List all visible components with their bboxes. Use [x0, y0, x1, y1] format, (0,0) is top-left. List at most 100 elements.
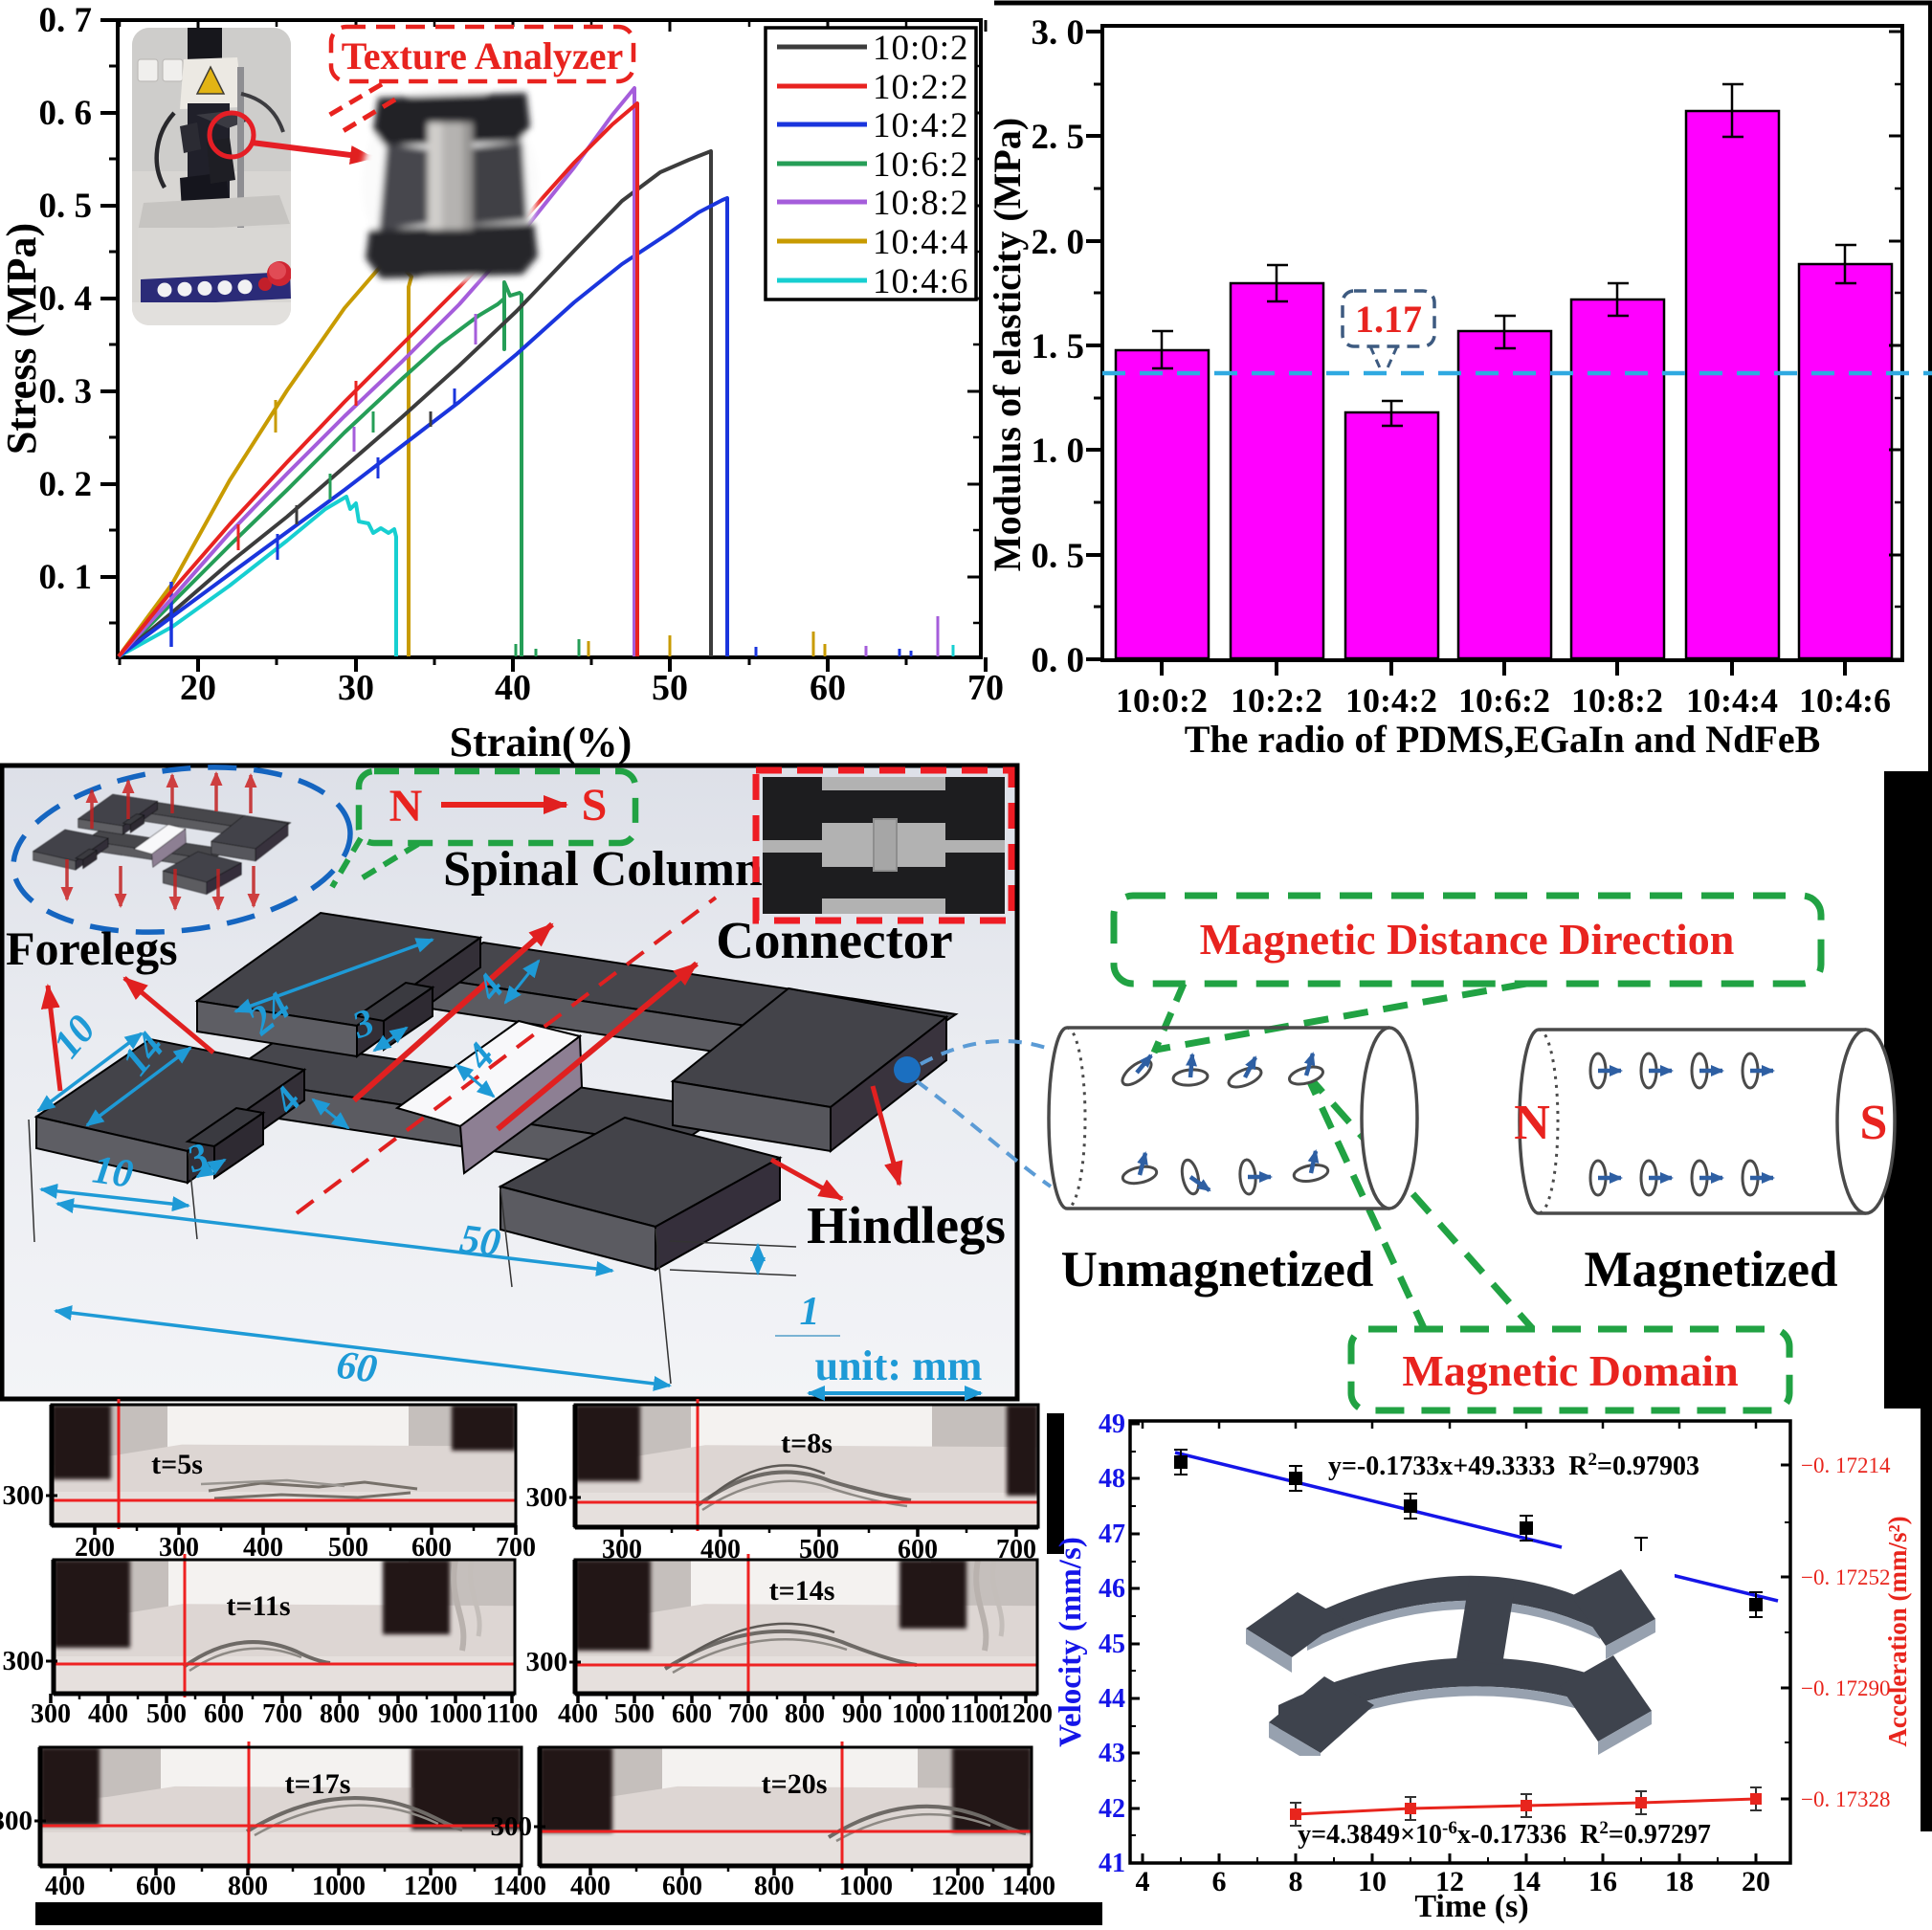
- svg-text:1100: 1100: [950, 1699, 1002, 1729]
- svg-text:Magnetic Distance Direction: Magnetic Distance Direction: [1200, 915, 1735, 964]
- svg-text:0. 2: 0. 2: [39, 465, 93, 504]
- svg-text:500: 500: [328, 1533, 368, 1563]
- svg-text:6: 6: [1212, 1866, 1227, 1897]
- svg-text:700: 700: [262, 1699, 302, 1729]
- svg-text:400: 400: [570, 1872, 611, 1901]
- svg-text:1400: 1400: [493, 1872, 546, 1901]
- svg-text:400: 400: [558, 1699, 598, 1729]
- svg-text:8: 8: [1289, 1866, 1303, 1897]
- svg-text:800: 800: [320, 1699, 360, 1729]
- svg-text:t=14s: t=14s: [769, 1575, 835, 1607]
- svg-text:800: 800: [785, 1699, 825, 1729]
- svg-text:Time (s): Time (s): [1414, 1889, 1528, 1924]
- svg-text:600: 600: [662, 1872, 702, 1901]
- svg-text:Spinal Column: Spinal Column: [443, 842, 763, 897]
- svg-text:500: 500: [614, 1699, 655, 1729]
- svg-text:t=5s: t=5s: [151, 1449, 203, 1480]
- svg-text:50: 50: [652, 668, 688, 708]
- svg-text:−0. 17214: −0. 17214: [1801, 1453, 1891, 1477]
- svg-text:44: 44: [1099, 1684, 1125, 1714]
- svg-text:18: 18: [1665, 1866, 1694, 1897]
- svg-text:10:4:6: 10:4:6: [1799, 681, 1891, 720]
- svg-text:10:4:2: 10:4:2: [1345, 681, 1437, 720]
- svg-text:1000: 1000: [312, 1872, 366, 1901]
- svg-text:y=-0.1733x+49.3333 R2=0.97903: y=-0.1733x+49.3333 R2=0.97903: [1328, 1450, 1699, 1482]
- svg-text:46: 46: [1099, 1574, 1125, 1604]
- svg-text:500: 500: [146, 1699, 187, 1729]
- svg-text:0. 6: 0. 6: [39, 94, 93, 133]
- svg-text:1: 1: [800, 1290, 820, 1334]
- svg-text:N: N: [389, 781, 423, 832]
- svg-text:10:4:6: 10:4:6: [873, 262, 969, 301]
- svg-text:1. 5: 1. 5: [1032, 327, 1085, 366]
- svg-text:50: 50: [457, 1216, 503, 1265]
- svg-text:1000: 1000: [839, 1872, 893, 1901]
- svg-text:20: 20: [180, 668, 216, 708]
- svg-text:45: 45: [1099, 1630, 1125, 1659]
- svg-text:The radio of PDMS,EGaIn and Nd: The radio of PDMS,EGaIn and NdFeB: [1185, 718, 1821, 761]
- svg-text:10: 10: [90, 1147, 136, 1196]
- svg-text:41: 41: [1099, 1849, 1125, 1878]
- svg-text:900: 900: [842, 1699, 882, 1729]
- svg-text:16: 16: [1588, 1866, 1617, 1897]
- svg-text:42: 42: [1099, 1794, 1125, 1824]
- svg-text:S: S: [582, 780, 608, 831]
- svg-text:600: 600: [204, 1699, 244, 1729]
- svg-text:600: 600: [136, 1872, 176, 1901]
- svg-text:1200: 1200: [404, 1872, 457, 1901]
- svg-text:10:8:2: 10:8:2: [873, 184, 969, 223]
- svg-text:t=20s: t=20s: [762, 1768, 828, 1800]
- svg-text:43: 43: [1099, 1739, 1125, 1768]
- svg-text:3. 0: 3. 0: [1032, 13, 1085, 53]
- svg-text:300: 300: [491, 1811, 533, 1842]
- svg-text:1000: 1000: [892, 1699, 945, 1729]
- svg-text:Texture Analyzer: Texture Analyzer: [342, 34, 623, 78]
- svg-text:0. 4: 0. 4: [39, 279, 93, 319]
- svg-text:800: 800: [228, 1872, 268, 1901]
- svg-text:1100: 1100: [486, 1699, 538, 1729]
- svg-text:47: 47: [1099, 1520, 1125, 1549]
- svg-text:N: N: [1514, 1096, 1550, 1150]
- svg-text:1200: 1200: [999, 1699, 1053, 1729]
- svg-text:800: 800: [754, 1872, 794, 1901]
- svg-text:300: 300: [3, 1646, 45, 1676]
- svg-text:10:4:4: 10:4:4: [1686, 681, 1778, 720]
- svg-text:y=4.3849×10-6x-0.17336 R2=0.9: y=4.3849×10-6x-0.17336 R2=0.97297: [1298, 1818, 1711, 1851]
- svg-text:300: 300: [526, 1647, 568, 1677]
- svg-text:0. 3: 0. 3: [39, 372, 93, 411]
- svg-text:40: 40: [495, 668, 531, 708]
- svg-text:14: 14: [1512, 1866, 1541, 1897]
- svg-text:−0. 17328: −0. 17328: [1801, 1787, 1890, 1811]
- svg-text:Stress (MPa): Stress (MPa): [0, 223, 45, 455]
- svg-text:10:4:2: 10:4:2: [873, 106, 969, 145]
- svg-text:Magnetized: Magnetized: [1585, 1242, 1838, 1298]
- svg-text:Unmagnetized: Unmagnetized: [1061, 1242, 1374, 1298]
- svg-text:60: 60: [810, 668, 846, 708]
- svg-text:unit: mm: unit: mm: [815, 1342, 983, 1389]
- svg-text:−0. 17290: −0. 17290: [1801, 1676, 1890, 1700]
- svg-text:1.17: 1.17: [1355, 298, 1422, 341]
- svg-text:−0. 17252: −0. 17252: [1801, 1565, 1890, 1589]
- svg-text:Forelegs: Forelegs: [6, 921, 178, 975]
- svg-text:Velocity (mm/s): Velocity (mm/s): [1054, 1537, 1088, 1747]
- svg-text:Hindlegs: Hindlegs: [807, 1196, 1006, 1254]
- svg-text:200: 200: [75, 1533, 115, 1563]
- svg-text:10:8:2: 10:8:2: [1571, 681, 1663, 720]
- svg-text:60: 60: [334, 1342, 380, 1391]
- svg-text:2. 0: 2. 0: [1032, 223, 1085, 262]
- svg-text:600: 600: [411, 1533, 452, 1563]
- svg-text:2. 5: 2. 5: [1032, 118, 1085, 157]
- svg-text:Modulus of elasticity (MPa): Modulus of elasticity (MPa): [986, 118, 1029, 571]
- svg-text:0. 0: 0. 0: [1032, 641, 1085, 680]
- svg-text:0. 5: 0. 5: [39, 187, 93, 226]
- svg-text:20: 20: [1742, 1866, 1770, 1897]
- svg-text:10:2:2: 10:2:2: [1231, 681, 1322, 720]
- svg-text:10: 10: [1358, 1866, 1387, 1897]
- svg-text:10:6:2: 10:6:2: [1458, 681, 1550, 720]
- svg-text:Magnetic Domain: Magnetic Domain: [1402, 1346, 1738, 1395]
- svg-text:1400: 1400: [1002, 1872, 1055, 1901]
- svg-text:Acceleration (mm/s²): Acceleration (mm/s²): [1883, 1516, 1912, 1746]
- svg-text:10:4:4: 10:4:4: [873, 223, 969, 262]
- svg-text:900: 900: [378, 1699, 418, 1729]
- svg-text:300: 300: [0, 1806, 33, 1836]
